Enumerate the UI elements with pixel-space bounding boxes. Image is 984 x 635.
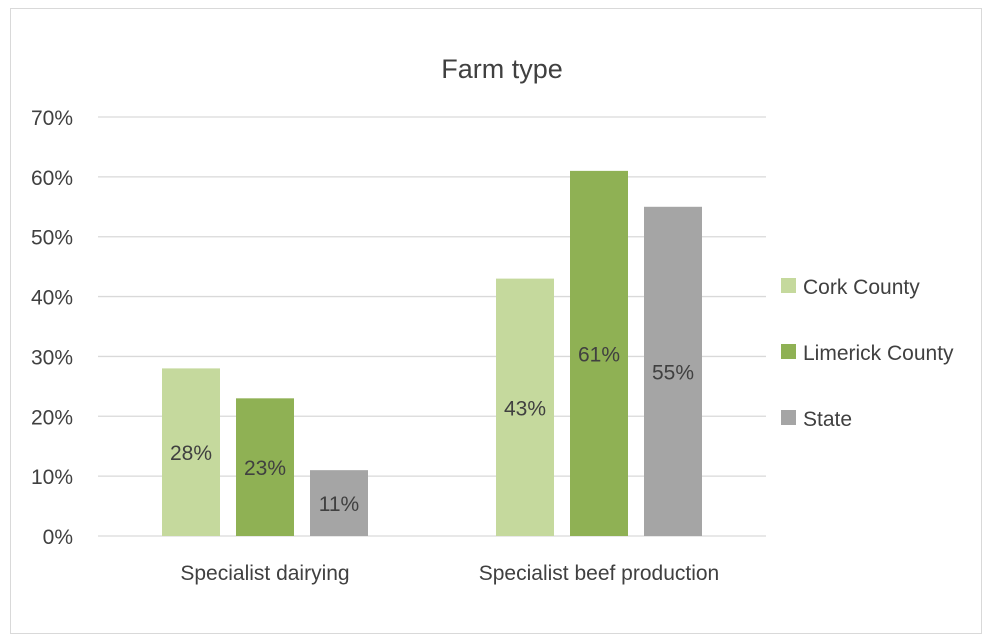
bar [496,278,554,536]
y-tick-label: 20% [31,406,73,429]
x-category-label: Specialist dairying [180,562,349,585]
y-tick-label: 60% [31,167,73,190]
legend-swatch [781,278,796,293]
data-label: 28% [170,442,212,465]
bars [162,170,702,537]
bar [570,170,628,536]
chart-title: Farm type [441,54,563,84]
legend-label: Limerick County [803,342,954,365]
x-axis-category-labels: Specialist dairying Specialist beef produ… [180,562,719,585]
data-label: 23% [244,457,286,480]
data-label: 55% [652,361,694,384]
y-tick-label: 40% [31,287,73,310]
legend-swatch [781,410,796,425]
data-label: 61% [578,343,620,366]
bar [310,470,368,536]
y-tick-label: 50% [31,227,73,250]
y-axis-tick-labels: 0% 10% 20% 30% 40% 50% 60% 70% [31,107,73,549]
legend-label: Cork County [803,276,920,299]
x-category-label: Specialist beef production [479,562,720,585]
bar [644,206,702,537]
legend-swatch [781,344,796,359]
y-tick-label: 70% [31,107,73,130]
data-label: 11% [319,493,359,516]
bar [236,398,294,536]
legend-label: State [803,408,852,431]
bar [162,368,220,536]
y-tick-label: 0% [43,526,73,549]
legend: Cork County Limerick County State [781,276,954,431]
data-labels: 28% 23% 11% 43% 61% 55% [170,343,694,516]
y-tick-label: 10% [31,466,73,489]
data-label: 43% [504,397,546,420]
y-tick-label: 30% [31,346,73,369]
